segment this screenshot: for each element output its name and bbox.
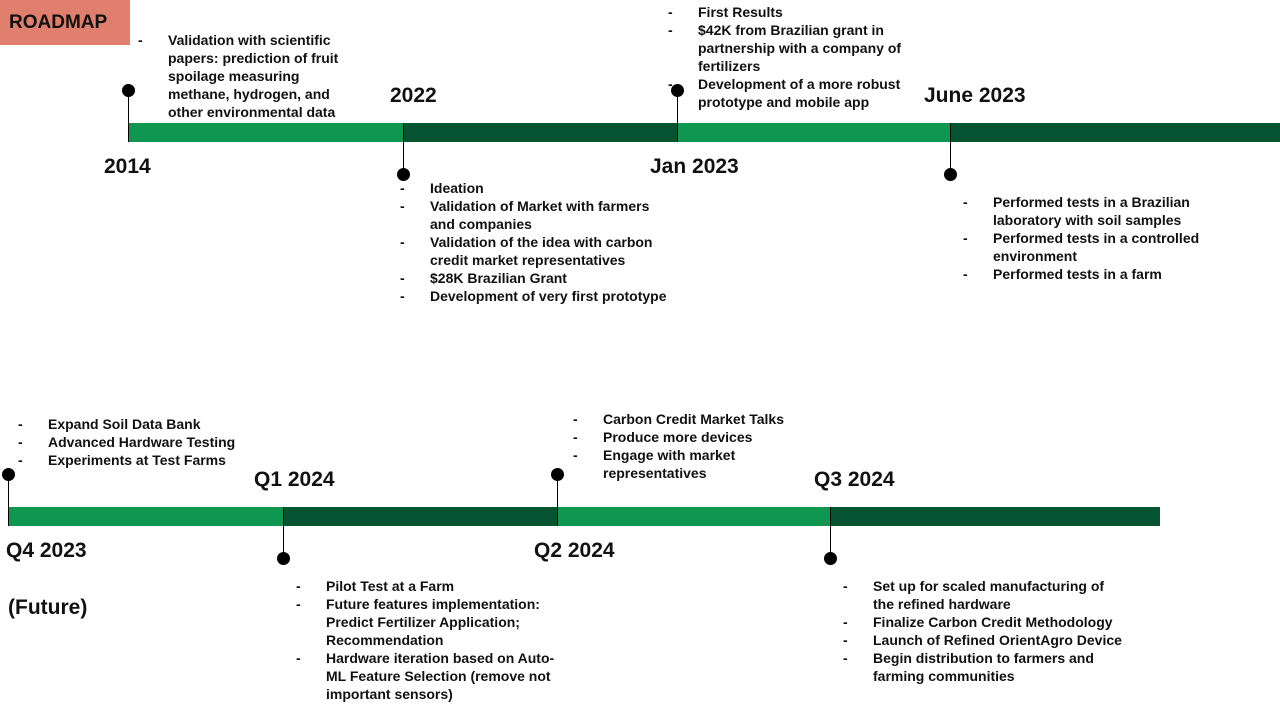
milestone-stem-q32024	[830, 507, 831, 559]
milestone-dot-q32024	[824, 552, 837, 565]
bullet-list-q32024: Set up for scaled manufacturing of the r…	[843, 577, 1123, 685]
milestone-stem-jan2023	[677, 90, 678, 142]
milestone-label-q12024: Q1 2024	[254, 468, 335, 491]
milestone-stem-q42023	[8, 474, 9, 526]
milestone-label-jan2023: Jan 2023	[650, 155, 739, 178]
milestone-stem-q22024	[557, 474, 558, 526]
milestone-stem-june2023	[950, 123, 951, 175]
bullet-list-2022: Ideation Validation of Market with farme…	[400, 179, 670, 305]
timeline-segment-q42023-q12024	[9, 507, 283, 526]
timeline-segment-june2023-onward	[950, 123, 1280, 142]
timeline-segment-q22024-q32024	[557, 507, 830, 526]
timeline-segment-q32024-onward	[830, 507, 1160, 526]
list-item: Launch of Refined OrientAgro Device	[843, 631, 1123, 649]
bullet-list-q22024: Carbon Credit Market Talks Produce more …	[573, 410, 793, 482]
milestone-stem-2014	[128, 90, 129, 142]
milestone-dot-q22024	[551, 468, 564, 481]
bullet-list-jan2023: First Results $42K from Brazilian grant …	[668, 3, 908, 111]
list-item: Development of a more robust prototype a…	[668, 75, 908, 111]
list-item: Pilot Test at a Farm	[296, 577, 566, 595]
list-item: Hardware iteration based on Auto-ML Feat…	[296, 649, 566, 703]
list-item: Set up for scaled manufacturing of the r…	[843, 577, 1123, 613]
list-item: Carbon Credit Market Talks	[573, 410, 793, 428]
timeline-segment-jan2023-june2023	[677, 123, 950, 142]
milestone-stem-q12024	[283, 507, 284, 559]
bullet-list-q42023: Expand Soil Data Bank Advanced Hardware …	[18, 415, 258, 469]
list-item: $42K from Brazilian grant in partnership…	[668, 21, 908, 75]
milestone-label-q22024: Q2 2024	[534, 539, 615, 562]
list-item: Ideation	[400, 179, 670, 197]
list-item: Expand Soil Data Bank	[18, 415, 258, 433]
list-item: $28K Brazilian Grant	[400, 269, 670, 287]
timeline-segment-2014-2022	[129, 123, 403, 142]
bullet-list-2014: Validation with scientific papers: predi…	[138, 31, 348, 121]
milestone-label-june2023: June 2023	[924, 84, 1026, 107]
milestone-dot-q42023	[2, 468, 15, 481]
milestone-label-q42023: Q4 2023	[6, 539, 87, 562]
list-item: Performed tests in a Brazilian laborator…	[963, 193, 1213, 229]
roadmap-title: ROADMAP	[0, 0, 130, 45]
list-item: Performed tests in a farm	[963, 265, 1213, 283]
timeline-segment-q12024-q22024	[283, 507, 557, 526]
list-item: Validation of Market with farmers and co…	[400, 197, 670, 233]
milestone-label-2014: 2014	[104, 155, 151, 178]
list-item: Experiments at Test Farms	[18, 451, 258, 469]
list-item: Future features implementation: Predict …	[296, 595, 566, 649]
list-item: Advanced Hardware Testing	[18, 433, 258, 451]
milestone-label-q32024: Q3 2024	[814, 468, 895, 491]
milestone-label-2022: 2022	[390, 84, 437, 107]
milestone-dot-q12024	[277, 552, 290, 565]
list-item: Validation with scientific papers: predi…	[138, 31, 348, 121]
milestone-dot-2022	[397, 168, 410, 181]
list-item: Begin distribution to farmers and farmin…	[843, 649, 1123, 685]
milestone-dot-june2023	[944, 168, 957, 181]
list-item: Development of very first prototype	[400, 287, 670, 305]
list-item: Engage with market representatives	[573, 446, 793, 482]
list-item: Performed tests in a controlled environm…	[963, 229, 1213, 265]
future-label: (Future)	[8, 596, 88, 619]
list-item: Validation of the idea with carbon credi…	[400, 233, 670, 269]
timeline-segment-2022-jan2023	[403, 123, 677, 142]
list-item: Produce more devices	[573, 428, 793, 446]
bullet-list-q12024: Pilot Test at a Farm Future features imp…	[296, 577, 566, 703]
milestone-stem-2022	[403, 123, 404, 175]
list-item: First Results	[668, 3, 908, 21]
list-item: Finalize Carbon Credit Methodology	[843, 613, 1123, 631]
bullet-list-june2023: Performed tests in a Brazilian laborator…	[963, 193, 1213, 283]
milestone-dot-2014	[122, 84, 135, 97]
